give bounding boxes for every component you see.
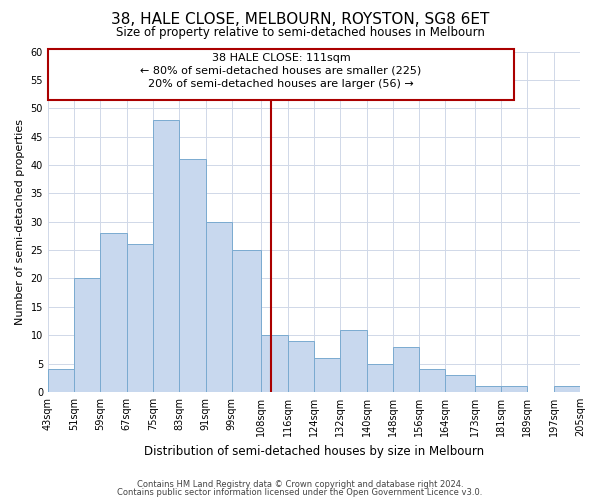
Bar: [232, 250, 262, 392]
Bar: [206, 222, 232, 392]
Text: 38 HALE CLOSE: 111sqm: 38 HALE CLOSE: 111sqm: [212, 52, 350, 62]
Bar: [419, 369, 445, 392]
Bar: [501, 386, 527, 392]
Bar: [287, 341, 314, 392]
Bar: [74, 278, 100, 392]
Bar: [554, 386, 580, 392]
Bar: [48, 369, 74, 392]
Bar: [314, 358, 340, 392]
Bar: [367, 364, 393, 392]
FancyBboxPatch shape: [48, 48, 514, 100]
Y-axis label: Number of semi-detached properties: Number of semi-detached properties: [15, 118, 25, 324]
Bar: [445, 375, 475, 392]
Text: ← 80% of semi-detached houses are smaller (225): ← 80% of semi-detached houses are smalle…: [140, 66, 422, 76]
Bar: [262, 335, 287, 392]
Text: 20% of semi-detached houses are larger (56) →: 20% of semi-detached houses are larger (…: [148, 78, 414, 88]
Bar: [179, 160, 206, 392]
Bar: [100, 233, 127, 392]
Bar: [340, 330, 367, 392]
Text: Contains HM Land Registry data © Crown copyright and database right 2024.: Contains HM Land Registry data © Crown c…: [137, 480, 463, 489]
Text: 38, HALE CLOSE, MELBOURN, ROYSTON, SG8 6ET: 38, HALE CLOSE, MELBOURN, ROYSTON, SG8 6…: [111, 12, 489, 28]
Text: Contains public sector information licensed under the Open Government Licence v3: Contains public sector information licen…: [118, 488, 482, 497]
Text: Size of property relative to semi-detached houses in Melbourn: Size of property relative to semi-detach…: [116, 26, 484, 39]
Bar: [153, 120, 179, 392]
Bar: [475, 386, 501, 392]
X-axis label: Distribution of semi-detached houses by size in Melbourn: Distribution of semi-detached houses by …: [144, 444, 484, 458]
Bar: [393, 346, 419, 392]
Bar: [127, 244, 153, 392]
